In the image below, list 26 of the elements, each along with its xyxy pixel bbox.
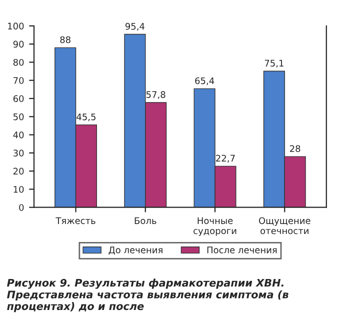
- y-tick-label: 0: [19, 204, 24, 211]
- data-label: 57,8: [146, 91, 166, 99]
- y-tick-label: 50: [13, 113, 24, 120]
- y-tick-label: 20: [13, 168, 24, 175]
- y-tick-label: 10: [14, 186, 24, 193]
- legend-label: После лечения: [207, 246, 277, 254]
- legend-label: До лечения: [108, 246, 162, 255]
- data-label: 45,5: [76, 114, 96, 122]
- y-tick-label: 70: [14, 77, 24, 84]
- x-tick-label: Боль: [134, 217, 156, 224]
- y-tick-label: 60: [13, 95, 24, 102]
- y-tick-label: 100: [8, 22, 24, 30]
- x-tick-label: Ночные судороги: [194, 217, 236, 236]
- y-tick-label: 30: [13, 150, 24, 156]
- y-tick-label: 40: [13, 132, 24, 138]
- data-label: 88: [60, 36, 70, 44]
- data-label: 28: [290, 145, 300, 152]
- y-tick-label: 90: [13, 40, 24, 48]
- data-label: 75,1: [264, 60, 284, 68]
- data-label: 22,7: [216, 154, 235, 163]
- data-label: 65,4: [195, 77, 214, 86]
- text: Рисунок 9. Результаты фармакотерапии ХВН. Представлена частота выявления симптома (в процентах) до и после: [7, 278, 288, 312]
- x-tick-label: Тяжесть: [56, 217, 96, 224]
- y-tick-label: 80: [13, 58, 24, 66]
- data-label: 95,4: [125, 22, 144, 31]
- x-tick-label: Ощущение отечности: [258, 217, 310, 234]
